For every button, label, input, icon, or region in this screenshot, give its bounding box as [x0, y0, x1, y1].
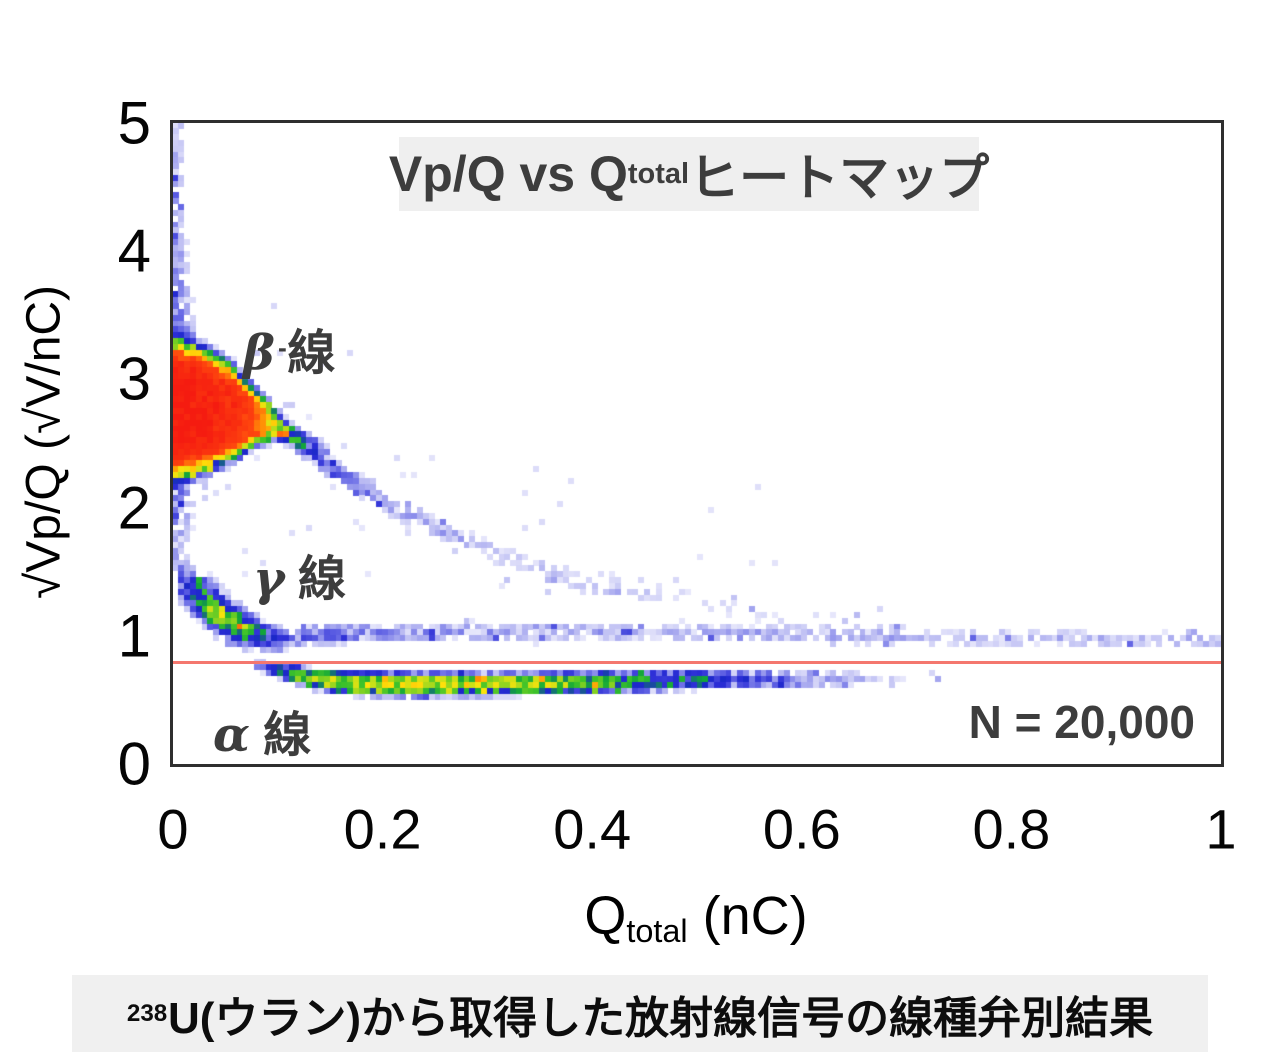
alpha-suffix: 線	[249, 709, 312, 762]
beta-suffix: 線	[287, 327, 336, 380]
y-tick-label: 4	[117, 217, 151, 285]
chart-title-text: Vp/Q vs Q	[388, 146, 628, 202]
x-axis-title-text: Q	[584, 886, 627, 946]
beta-symbol: β	[243, 325, 275, 381]
x-tick-label: 0.8	[972, 797, 1051, 861]
y-tick-label: 5	[117, 89, 151, 157]
annotation-gamma-rays: γ 線	[253, 539, 346, 609]
gamma-symbol: γ	[253, 551, 285, 607]
y-tick-label: 2	[117, 474, 151, 542]
annotation-event-count: N = 20,000	[968, 696, 1195, 748]
caption-text: U(ウラン)から取得した放射線信号の線種弁別結果	[167, 993, 1154, 1043]
x-axis-title: Qtotal (nC)	[584, 885, 807, 947]
x-axis-title-suffix: (nC)	[687, 886, 808, 946]
y-tick-label: 1	[117, 602, 151, 670]
x-tick-label: 0.2	[343, 797, 422, 861]
discrimination-threshold-line	[173, 661, 1221, 664]
annotation-alpha-rays: α 線	[213, 695, 311, 765]
x-tick-label: 0	[157, 797, 189, 861]
y-axis-title: √Vp/Q (√V/nC)	[17, 284, 71, 600]
x-tick-label: 0.4	[553, 797, 632, 861]
x-axis-title-subscript: total	[626, 913, 688, 950]
annotation-beta-rays: β -線	[243, 313, 335, 383]
figure-caption: 238 U(ウラン)から取得した放射線信号の線種弁別結果	[72, 975, 1208, 1052]
beta-minus-superscript: -	[278, 333, 287, 364]
y-tick-label: 0	[117, 730, 151, 798]
x-tick-label: 0.6	[762, 797, 841, 861]
alpha-symbol: α	[213, 707, 250, 763]
chart-title-suffix: ヒートマップ	[689, 150, 990, 206]
gamma-suffix: 線	[284, 553, 347, 606]
heatmap-canvas	[173, 123, 1221, 764]
y-tick-label: 3	[117, 345, 151, 413]
x-tick-label: 1	[1205, 797, 1237, 861]
